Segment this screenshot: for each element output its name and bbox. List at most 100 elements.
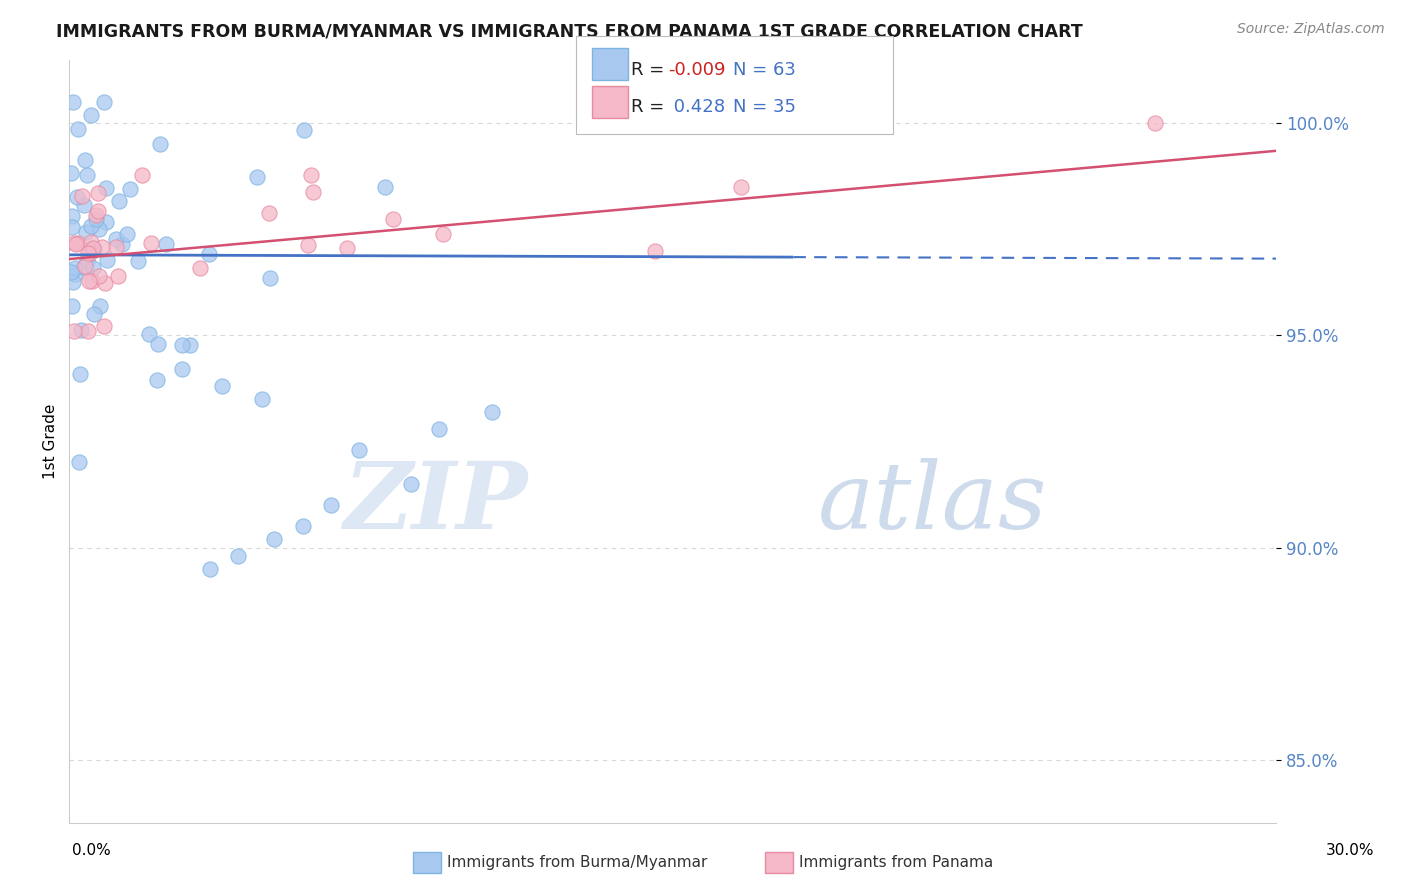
Point [60, 299, 83, 313]
Text: R =: R = [631, 98, 671, 116]
Point [73, 153, 96, 168]
Point [291, 519, 314, 533]
Point [299, 169, 322, 183]
Point [84, 208, 107, 222]
Point [60, 265, 83, 279]
Text: 0.0%: 0.0% [72, 843, 111, 858]
Point [89, 222, 111, 236]
Point [108, 194, 131, 208]
Point [67, 455, 90, 469]
Point [65, 189, 87, 203]
Point [75, 259, 97, 273]
Point [69, 323, 91, 337]
Point [127, 254, 149, 268]
Point [246, 170, 269, 185]
Point [79, 245, 101, 260]
Point [60, 220, 83, 235]
Point [259, 271, 281, 285]
Point [292, 123, 315, 137]
Point [62, 95, 84, 109]
Point [170, 338, 193, 352]
Point [94, 215, 117, 229]
Text: -0.009: -0.009 [668, 61, 725, 78]
Point [72, 260, 94, 275]
Point [115, 227, 138, 241]
Point [75, 226, 97, 240]
Point [644, 244, 666, 258]
Point [63, 260, 86, 275]
Point [319, 498, 342, 512]
Point [105, 232, 128, 246]
Point [80, 219, 103, 233]
Text: N = 35: N = 35 [733, 98, 796, 116]
Point [72, 189, 94, 203]
Point [93, 319, 115, 334]
Point [80, 241, 103, 255]
Point [89, 299, 111, 313]
Point [104, 239, 127, 253]
Text: Source: ZipAtlas.com: Source: ZipAtlas.com [1237, 22, 1385, 37]
Text: 0.428: 0.428 [668, 98, 725, 116]
Point [111, 237, 134, 252]
Point [188, 261, 211, 276]
Point [76, 252, 98, 267]
Point [65, 237, 87, 252]
Text: ZIP: ZIP [343, 458, 527, 548]
Point [69, 367, 91, 381]
Point [84, 212, 107, 227]
Point [170, 362, 193, 376]
Y-axis label: 1st Grade: 1st Grade [44, 404, 58, 479]
Point [120, 182, 142, 196]
Point [141, 235, 163, 250]
Text: atlas: atlas [817, 458, 1047, 548]
Point [93, 95, 115, 109]
Text: Immigrants from Panama: Immigrants from Panama [799, 855, 993, 870]
Point [82, 241, 104, 255]
Point [76, 246, 98, 260]
Point [87, 204, 110, 219]
Point [76, 169, 98, 183]
Point [96, 180, 118, 194]
Text: 30.0%: 30.0% [1326, 843, 1374, 858]
Point [263, 532, 285, 546]
Point [730, 180, 752, 194]
Point [302, 185, 325, 199]
Point [62, 276, 84, 290]
Point [90, 240, 112, 254]
Point [432, 227, 454, 241]
Point [82, 274, 104, 288]
Point [60, 209, 83, 223]
Point [211, 379, 233, 393]
Point [96, 253, 118, 268]
Point [138, 326, 160, 341]
Point [79, 235, 101, 249]
Point [198, 562, 221, 576]
Point [226, 549, 249, 563]
Text: Immigrants from Burma/Myanmar: Immigrants from Burma/Myanmar [447, 855, 707, 870]
Point [427, 422, 450, 436]
Point [87, 186, 110, 200]
Point [198, 246, 221, 260]
Point [257, 206, 280, 220]
Point [87, 268, 110, 283]
Point [336, 242, 359, 256]
Point [481, 405, 503, 419]
Point [347, 443, 370, 458]
Point [82, 261, 104, 276]
Point [67, 122, 90, 136]
Point [381, 212, 404, 227]
Point [83, 242, 105, 256]
Point [146, 373, 169, 387]
Point [73, 197, 96, 211]
Point [80, 108, 103, 122]
Point [179, 338, 201, 352]
Point [374, 179, 396, 194]
Point [107, 269, 129, 284]
Point [66, 236, 89, 251]
Point [146, 337, 169, 351]
Text: IMMIGRANTS FROM BURMA/MYANMAR VS IMMIGRANTS FROM PANAMA 1ST GRADE CORRELATION CH: IMMIGRANTS FROM BURMA/MYANMAR VS IMMIGRA… [56, 22, 1083, 40]
Point [297, 238, 319, 252]
Point [399, 477, 422, 491]
Point [76, 325, 98, 339]
Point [1144, 116, 1167, 130]
